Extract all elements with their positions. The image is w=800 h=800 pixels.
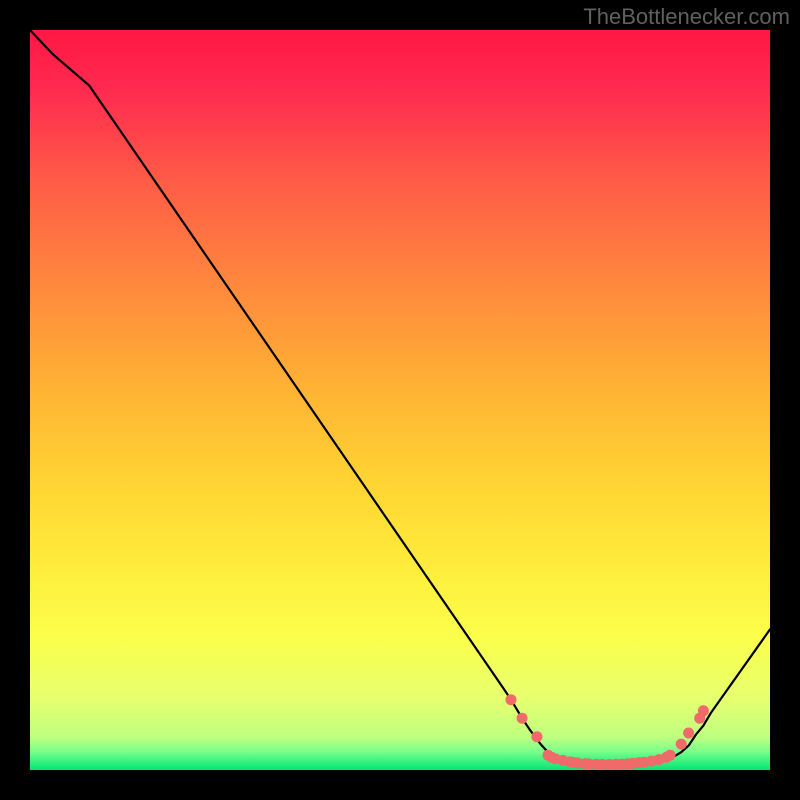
data-marker xyxy=(698,705,709,716)
data-marker xyxy=(683,728,694,739)
chart-line xyxy=(30,30,770,766)
markers-group xyxy=(506,694,709,770)
chart-area xyxy=(30,30,770,770)
data-marker xyxy=(517,713,528,724)
data-marker xyxy=(665,750,676,761)
data-marker xyxy=(531,731,542,742)
plot-svg xyxy=(30,30,770,770)
watermark-text: TheBottlenecker.com xyxy=(583,4,790,30)
data-marker xyxy=(506,694,517,705)
data-marker xyxy=(676,739,687,750)
